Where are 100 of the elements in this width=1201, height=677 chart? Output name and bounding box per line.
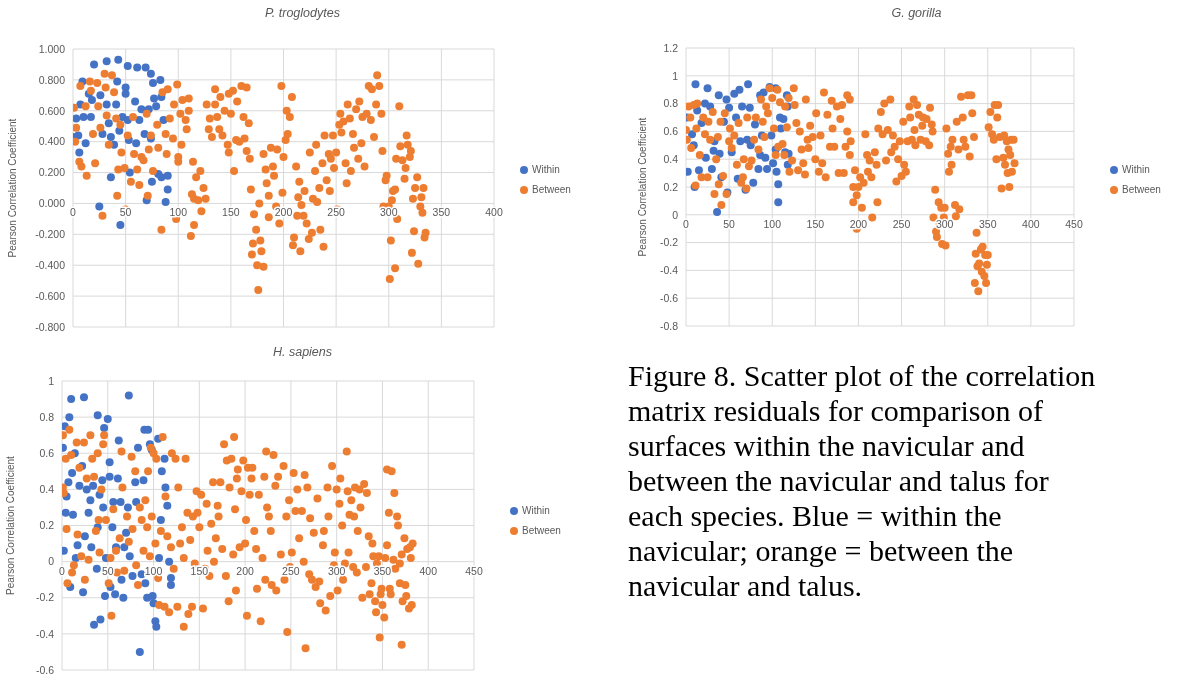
point <box>146 69 155 78</box>
x-tick-label: 200 <box>274 206 293 219</box>
y-tick-label: -0.2 <box>659 236 679 249</box>
point <box>112 100 121 109</box>
x-tick-label: 100 <box>169 206 188 219</box>
chart-title: G. gorilla <box>890 5 943 22</box>
y-tick-label: 0 <box>48 555 55 568</box>
chart-title: P. troglodytes <box>264 5 341 22</box>
point <box>148 78 157 87</box>
point <box>106 173 115 182</box>
point <box>123 61 132 70</box>
x-tick-label: 450 <box>465 564 483 577</box>
x-tick-label: 350 <box>979 217 997 230</box>
point <box>163 185 172 194</box>
chart-title: H. sapiens <box>271 344 334 361</box>
y-tick-label: 0.400 <box>38 135 66 148</box>
x-tick-label: 50 <box>723 217 736 230</box>
point <box>152 102 161 111</box>
x-tick-label: 300 <box>379 206 398 219</box>
point <box>150 94 159 103</box>
x-tick-label: 400 <box>485 206 503 219</box>
x-tick-label: 100 <box>144 564 163 577</box>
point <box>147 177 156 186</box>
y-tick-label: 0.8 <box>663 97 679 110</box>
x-tick-label: 300 <box>327 564 346 577</box>
y-tick-label: -0.800 <box>35 320 66 333</box>
x-tick-label: 150 <box>222 206 240 219</box>
point <box>106 133 115 142</box>
point <box>163 171 172 180</box>
point <box>132 139 141 148</box>
point <box>75 148 84 157</box>
y-tick-label: 0.200 <box>38 166 66 179</box>
y-tick-label: -0.400 <box>35 258 66 271</box>
y-tick-label: -0.600 <box>35 289 66 302</box>
y-tick-label: -0.2 <box>35 591 55 604</box>
y-tick-label: 1.2 <box>663 41 679 54</box>
x-tick-label: 0 <box>683 217 690 230</box>
point <box>104 119 113 128</box>
y-tick-label: -0.6 <box>659 291 679 304</box>
x-tick-label: 200 <box>236 564 255 577</box>
y-tick-label: 0.000 <box>38 197 66 210</box>
x-tick-label: 250 <box>327 206 346 219</box>
legend-label: Within <box>522 504 550 516</box>
x-tick-label: 250 <box>282 564 300 577</box>
point <box>141 63 150 72</box>
x-tick-label: 0 <box>70 206 77 219</box>
y-axis-title: Pearson Correlation Coefficient <box>4 455 16 595</box>
y-tick-label: 1 <box>672 69 679 82</box>
point <box>86 112 95 121</box>
y-tick-label: -0.200 <box>35 228 66 241</box>
point <box>102 57 111 66</box>
point <box>96 91 105 100</box>
point <box>121 89 130 98</box>
x-tick-label: 50 <box>101 564 114 577</box>
y-tick-label: -0.6 <box>35 663 55 676</box>
point <box>137 105 146 114</box>
x-tick-label: 250 <box>892 217 911 230</box>
x-tick-label: 450 <box>1065 217 1083 230</box>
y-tick-label: 0.2 <box>39 519 55 532</box>
point <box>73 114 81 123</box>
y-tick-label: -0.4 <box>659 264 679 277</box>
x-tick-label: 200 <box>849 217 868 230</box>
y-tick-label: 1.000 <box>38 42 66 55</box>
point <box>114 55 123 64</box>
point <box>87 95 96 104</box>
point <box>133 63 142 72</box>
y-tick-label: 0.800 <box>38 73 66 86</box>
point <box>125 168 134 177</box>
y-tick-label: -0.8 <box>659 319 679 332</box>
point <box>113 77 122 86</box>
y-tick-label: 0.8 <box>39 410 55 423</box>
y-tick-label: 0.4 <box>39 483 55 496</box>
x-tick-label: 100 <box>763 217 782 230</box>
y-tick-label: -0.4 <box>35 627 55 640</box>
point <box>74 131 83 140</box>
legend-label: Between <box>1122 183 1161 195</box>
caption: Figure 8. Scatter plot of the correlation matrix residuals for comparison of surfaces within the navicular and between the navicular and talus for each species. Blue = within the navicular; orange = between the navicular and talus. <box>628 358 1097 603</box>
legend-label: Between <box>532 183 571 195</box>
legend-label: Between <box>522 524 561 536</box>
x-tick-label: 400 <box>419 564 438 577</box>
point <box>116 221 125 230</box>
point <box>161 197 170 206</box>
point <box>81 139 90 148</box>
y-tick-label: 0.2 <box>663 180 679 193</box>
x-tick-label: 400 <box>1022 217 1040 230</box>
point <box>102 100 111 109</box>
point <box>95 202 104 211</box>
y-tick-label: 0.6 <box>663 125 679 138</box>
y-tick-label: 0.6 <box>39 446 55 459</box>
legend-label: Within <box>1122 163 1150 175</box>
point <box>156 75 165 84</box>
point <box>131 97 140 106</box>
x-tick-label: 350 <box>432 206 451 219</box>
y-axis-title: Pearson Correlation Coefficient <box>636 117 648 257</box>
x-tick-label: 350 <box>373 564 392 577</box>
legend-label: Within <box>532 163 560 175</box>
y-tick-label: 0.600 <box>38 104 66 117</box>
point <box>135 116 144 125</box>
x-tick-label: 150 <box>806 217 825 230</box>
y-tick-label: 1 <box>48 374 55 387</box>
